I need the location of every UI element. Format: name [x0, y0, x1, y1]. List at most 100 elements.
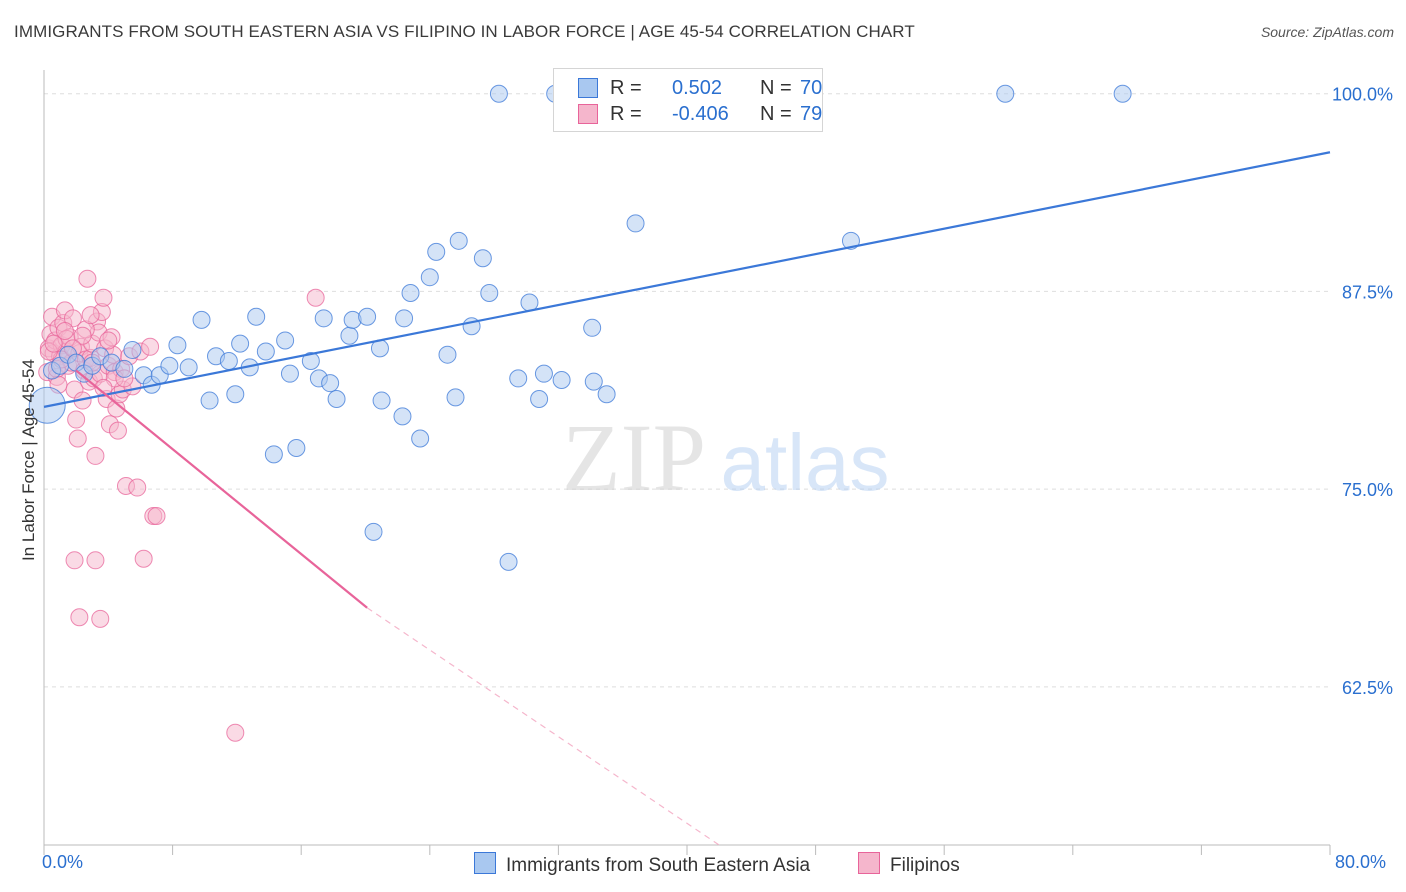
immigrants-point [420, 268, 439, 287]
immigrants-point [395, 309, 414, 328]
immigrants-point [372, 391, 391, 410]
bottom-legend-blue: Immigrants from South Eastern Asia [474, 852, 810, 877]
filipinos-point [86, 551, 105, 570]
filipinos-point [68, 429, 87, 448]
source-label: Source: ZipAtlas.com [1260, 24, 1394, 40]
immigrants-point [301, 352, 320, 371]
immigrants-point [626, 214, 645, 233]
legend-n-value: 70 [800, 77, 823, 99]
filipinos-point [91, 609, 110, 628]
immigrants-point [226, 385, 245, 404]
immigrants-point [327, 389, 346, 408]
immigrants-point [264, 445, 283, 464]
immigrants-point [841, 231, 860, 250]
immigrants-point [287, 439, 306, 458]
trend-line-filipinos-extension [366, 607, 720, 846]
immigrants-point [179, 358, 198, 377]
immigrants-point [358, 307, 377, 326]
immigrants-point [438, 345, 457, 364]
filipinos-point [70, 608, 89, 627]
grid-lines: 62.5% 75.0% 87.5% 100.0% [44, 85, 1393, 698]
filipinos-point [94, 288, 113, 307]
filipinos-point [78, 269, 97, 288]
trend-line-filipinos [75, 369, 368, 609]
axis-ticks [43, 845, 1331, 855]
immigrants-point [1113, 84, 1132, 103]
immigrants-point [192, 310, 211, 329]
series-immigrants-se-asia [28, 84, 1132, 571]
filipinos-point [65, 551, 84, 570]
filipinos-point [81, 306, 100, 325]
immigrants-point [256, 342, 275, 361]
filipinos-point [67, 410, 86, 429]
immigrants-point [411, 429, 430, 448]
filipinos-point [141, 337, 160, 356]
x-tick-label-max: 80.0% [1335, 852, 1387, 872]
immigrants-point [314, 309, 333, 328]
filipinos-point [86, 446, 105, 465]
trend-lines [43, 151, 1331, 846]
legend-swatch-blue [578, 78, 598, 98]
immigrants-point [280, 364, 299, 383]
watermark: ZIP atlas [562, 404, 889, 511]
filipinos-point [44, 334, 63, 353]
immigrants-point [584, 372, 603, 391]
immigrants-point [509, 369, 528, 388]
filipinos-point [306, 288, 325, 307]
legend-n-label: N = [760, 103, 792, 125]
immigrants-point [534, 364, 553, 383]
immigrants-point [276, 331, 295, 350]
immigrants-point [552, 371, 571, 389]
filipinos-point [63, 309, 82, 328]
bottom-legend-swatch-pink [858, 852, 880, 874]
immigrants-point [446, 388, 465, 407]
filipinos-point [55, 321, 74, 340]
immigrants-point [520, 293, 539, 312]
filipinos-point [99, 331, 118, 350]
immigrants-point [364, 522, 383, 541]
y-tick-label: 62.5% [1342, 678, 1393, 698]
filipinos-point [134, 549, 153, 568]
immigrants-point [160, 356, 179, 375]
bottom-legend-swatch-blue [474, 852, 496, 874]
immigrants-point [247, 307, 266, 326]
immigrants-point [499, 552, 518, 571]
immigrants-point [115, 359, 134, 378]
immigrants-point [321, 374, 340, 393]
legend-r-value: -0.406 [672, 103, 729, 125]
legend-n-value: 79 [800, 103, 823, 125]
y-tick-label: 100.0% [1332, 85, 1393, 105]
immigrants-point [219, 352, 238, 371]
immigrants-point [489, 84, 508, 103]
filipinos-point [73, 326, 92, 345]
legend-n-label: N = [760, 77, 792, 99]
immigrants-point [123, 340, 142, 359]
chart-title: IMMIGRANTS FROM SOUTH EASTERN ASIA VS FI… [14, 22, 915, 41]
immigrants-point [996, 84, 1015, 103]
immigrants-point [449, 231, 468, 250]
filipinos-point [108, 421, 127, 440]
legend-r-value: 0.502 [672, 77, 723, 99]
legend-r-label: R = [610, 77, 642, 99]
immigrants-point [473, 249, 492, 268]
y-tick-label: 75.0% [1342, 480, 1393, 500]
immigrants-point [401, 284, 420, 303]
legend-box: R = 0.502 N = 70 R = -0.406 N = 79 [553, 68, 823, 132]
x-tick-label-min: 0.0% [42, 852, 84, 872]
filipinos-point [226, 723, 245, 742]
immigrants-point [597, 385, 616, 404]
immigrants-point [231, 334, 250, 353]
legend-r-label: R = [610, 103, 642, 125]
bottom-legend-label-blue: Immigrants from South Eastern Asia [506, 855, 811, 876]
immigrants-point [168, 336, 187, 355]
immigrants-point [393, 407, 412, 426]
bottom-legend-label-pink: Filipinos [890, 855, 960, 876]
filipinos-point [128, 478, 147, 497]
bottom-legend-pink: Filipinos [858, 852, 960, 877]
immigrants-point [340, 326, 359, 345]
legend-swatch-pink [578, 104, 598, 124]
immigrants-point [427, 242, 446, 261]
immigrants-point [200, 391, 219, 410]
filipinos-point [147, 507, 166, 526]
